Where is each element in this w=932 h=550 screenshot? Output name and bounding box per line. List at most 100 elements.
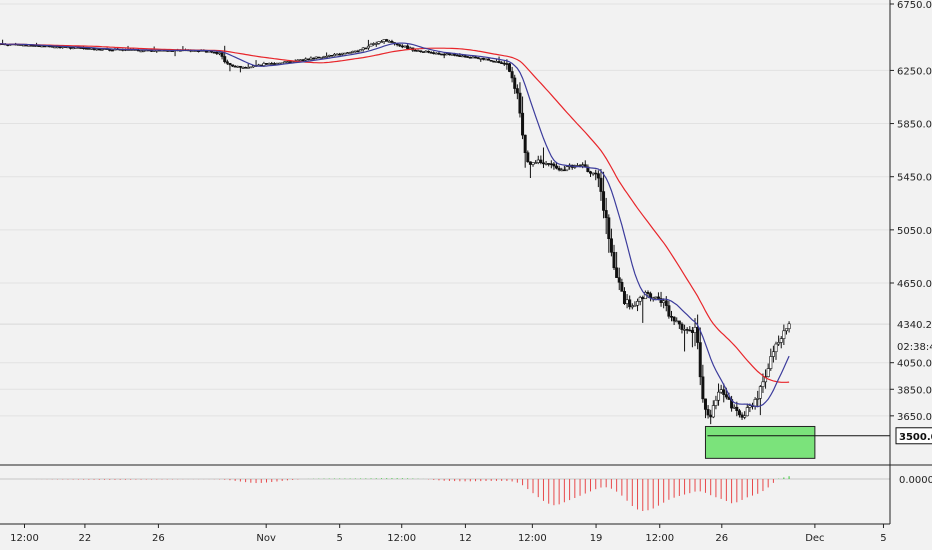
time-tick-label: 5 [880,533,886,544]
candle-body [547,163,551,165]
candle-body [714,399,718,406]
candle-body [636,301,640,306]
price-tick-label: 3650.00 [897,412,932,423]
candle-body [450,54,454,56]
candle-body [387,40,391,43]
candle-body [267,63,271,65]
candle-body [453,54,457,56]
candle-body [497,61,501,64]
time-tick-label: 12:00 [10,533,39,544]
candle-body [442,53,446,56]
candle-body [484,58,488,61]
candle-body [479,57,483,60]
candle-body [353,50,357,53]
candle-body [555,165,559,169]
candle-body [531,162,535,165]
time-tick-label: 5 [336,533,342,544]
candle-body [27,44,31,47]
candle-body [664,300,668,306]
candle-body [372,43,376,45]
candle-body [445,53,449,56]
candle-body [309,57,313,60]
candle-body [42,45,46,48]
candle-body [717,391,721,401]
candle-body [24,44,28,47]
candle-body [312,57,316,60]
candle-body [327,54,331,57]
candle-body [364,47,368,50]
candle-body [262,63,266,66]
candle-body [413,49,417,52]
candle-body [217,52,221,55]
price-tick-label: 5050.00 [897,226,932,237]
time-axis[interactable]: 12:00 22 26 Nov 5 12:00 12 12:00 19 12:00 26 Dec 5 [10,524,887,544]
candle-body [675,320,679,323]
candle-body [711,405,715,418]
candle-body [356,50,360,53]
candle-body [607,217,611,240]
marker-price-box [895,427,932,445]
candle-body [95,48,99,51]
candle-body [617,277,621,283]
candle-body [771,351,775,357]
candle-body [656,296,660,299]
candle-body [338,53,342,56]
candle-body [223,56,227,63]
candle-body [53,46,57,49]
candle-body [322,56,326,58]
candle-body [609,238,613,253]
candle-body [719,389,723,393]
time-tick-label: Nov [256,533,276,544]
candle-body [385,39,389,42]
candle-body [732,406,736,409]
candle-body [526,152,530,163]
time-tick-label: 12 [459,533,472,544]
candle-body [706,409,710,416]
candle-body [779,338,783,343]
price-tick-label: 4650.00 [897,279,932,290]
candle-body [437,52,441,55]
last-price-label: 4340.20 [897,320,932,331]
candle-body [37,45,41,47]
candle-body [87,48,91,50]
candle-body [361,47,365,50]
candle-body [110,49,114,52]
candle-body [782,330,786,339]
candle-body [672,316,676,322]
candle-body [325,55,329,58]
candle-body [680,323,684,330]
candle-body [612,252,616,269]
candle-body [220,52,224,57]
price-axis[interactable]: 6750.00 6250.00 5850.00 5450.00 5050.00 4650.… [890,0,932,486]
time-tick-label: 26 [715,533,728,544]
oscillator-histogram [0,476,890,511]
candle-body [142,50,146,52]
candle-body [432,52,436,54]
candle-body [301,59,305,62]
candle-body [756,398,760,400]
candle-body [743,415,747,418]
candle-body [696,326,700,343]
candle-body [241,66,245,69]
candle-body [641,297,645,300]
candle-body [565,166,569,171]
candle-body [382,39,386,42]
candle-body [285,61,289,63]
candle-body [602,191,606,211]
candle-body [630,305,634,308]
candle-body [283,61,287,64]
candle-body [463,55,467,58]
candle-body [628,299,632,308]
countdown-label: 02:38:42 [897,342,932,353]
candle-body [398,44,402,47]
candle-body [591,172,595,175]
candle-body [447,53,451,56]
candle-body [761,381,765,387]
candle-body [784,328,788,332]
candle-body [395,43,399,46]
candle-body [557,167,561,171]
candle-body [510,71,514,79]
moving-average-line [0,42,790,408]
